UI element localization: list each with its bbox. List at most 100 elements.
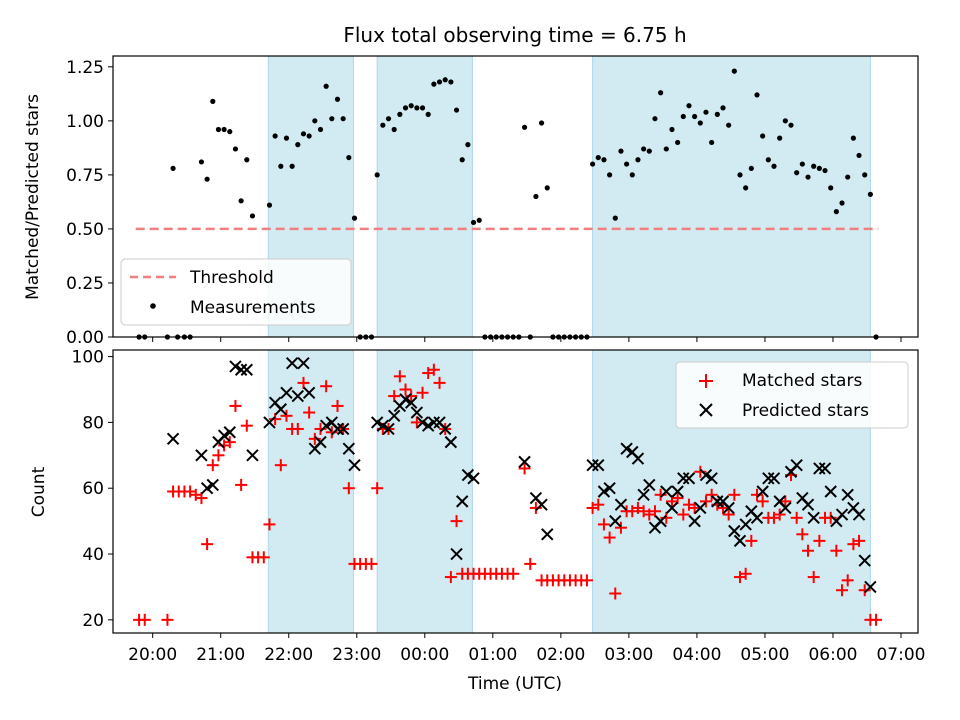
measurement-point <box>816 165 822 171</box>
y-tick-label: 0.75 <box>66 166 104 186</box>
matched-star-point <box>303 406 316 419</box>
top-panel: 0.00 0.25 0.50 0.75 1.00 1.25 Matched/Predict… <box>23 55 919 348</box>
matched-star-point <box>201 538 214 551</box>
bottom-legend-box <box>675 361 909 429</box>
matched-star-point <box>796 528 809 541</box>
measurement-point <box>244 157 250 163</box>
matched-star-point <box>722 508 735 521</box>
predicted-star-point <box>801 498 815 511</box>
predicted-star-point <box>410 406 424 419</box>
x-tick-label: 23:00 <box>332 645 381 665</box>
bottom-axes-frame <box>112 349 919 634</box>
predicted-star-point <box>864 580 877 594</box>
predicted-star-point <box>739 518 752 531</box>
measurement-point <box>374 172 380 178</box>
measurement-point <box>227 129 233 135</box>
predicted-star-point <box>302 386 316 399</box>
predicted-star-point <box>456 495 469 508</box>
predicted-star-point <box>620 442 633 455</box>
predicted-star-point <box>677 472 690 485</box>
predicted-star-point <box>427 416 441 429</box>
y-tick-label: 1.25 <box>66 58 104 78</box>
measurement-point <box>635 157 641 163</box>
measurement-point <box>720 105 726 111</box>
measurement-point <box>283 135 290 141</box>
predicted-star-point <box>597 485 611 498</box>
matched-star-point <box>609 587 622 600</box>
x-tick-label: 05:00 <box>740 645 789 665</box>
predicted-star-point <box>541 528 554 541</box>
measurement-point <box>544 185 550 191</box>
measurement-point <box>521 124 528 130</box>
predicted-star-point <box>200 482 214 495</box>
y-tick-label: 40 <box>82 545 104 565</box>
measurement-point <box>204 176 210 182</box>
measurement-point <box>289 163 295 169</box>
matched-star-point <box>206 459 219 472</box>
matched-star-point <box>841 574 854 587</box>
measurement-point <box>714 111 720 117</box>
measurement-point <box>692 113 698 120</box>
matched-star-point <box>342 482 355 495</box>
matched-star-point <box>138 613 151 626</box>
matched-star-point <box>592 498 605 511</box>
predicted-star-point <box>654 514 667 528</box>
matched-star-point <box>291 422 304 435</box>
measurement-point <box>680 113 686 120</box>
top-axes-frame <box>112 55 919 338</box>
matched-star-point <box>603 531 616 544</box>
top-observing-windows <box>267 55 871 338</box>
matched-star-point <box>280 409 293 422</box>
y-tick-label: 1.00 <box>66 112 104 132</box>
predicted-star-point <box>807 511 820 525</box>
measurement-point <box>391 126 397 133</box>
measurement-point <box>697 120 703 126</box>
predicted-star-point <box>246 449 259 462</box>
figure-title: Flux total observing time = 6.75 h <box>343 23 686 47</box>
predicted-star-point <box>467 472 480 485</box>
measurement-point <box>385 116 392 122</box>
predicted-star-point <box>818 462 832 475</box>
matched-star-point <box>371 482 384 495</box>
predicted-star-point <box>195 449 208 462</box>
matched-star-point <box>416 386 429 399</box>
matched-star-point <box>269 413 282 426</box>
predicted-star-point <box>280 386 293 399</box>
measurement-point <box>669 126 675 133</box>
measurement-point <box>459 157 465 163</box>
matched-star-point <box>433 376 446 389</box>
matched-star-point <box>388 390 401 403</box>
predicted-star-point <box>370 416 384 429</box>
matched-star-point <box>580 574 593 587</box>
measurement-point <box>658 90 664 96</box>
measurement-point <box>232 146 239 152</box>
top-y-ticks: 0.00 0.25 0.50 0.75 1.00 1.25 <box>66 58 113 348</box>
measurement-point <box>470 219 477 226</box>
matched-star-point <box>858 584 871 597</box>
measurement-point <box>589 161 596 167</box>
measurement-point <box>221 126 227 133</box>
predicted-star-point <box>694 501 707 515</box>
matched-star-point <box>739 567 752 580</box>
x-tick-label: 02:00 <box>536 645 585 665</box>
predicted-star-point <box>342 442 356 455</box>
predicted-star-point <box>603 482 616 495</box>
matched-star-point <box>314 422 327 435</box>
predicted-star-point <box>631 452 645 465</box>
measurement-point <box>646 148 652 154</box>
measurement-point <box>306 133 312 139</box>
legend-measurements-swatch <box>150 303 156 309</box>
measurement-point <box>408 103 414 109</box>
matched-star-point <box>410 416 423 429</box>
measurement-point <box>215 126 222 133</box>
measurement-point <box>323 83 329 89</box>
matched-star-point <box>263 518 276 531</box>
measurement-point <box>709 139 715 146</box>
measurement-point <box>538 120 545 126</box>
measurement-point <box>641 146 647 152</box>
matched-star-point <box>694 465 707 478</box>
measurement-point <box>782 118 788 124</box>
measurement-point <box>601 157 607 163</box>
x-tick-label: 04:00 <box>672 645 721 665</box>
